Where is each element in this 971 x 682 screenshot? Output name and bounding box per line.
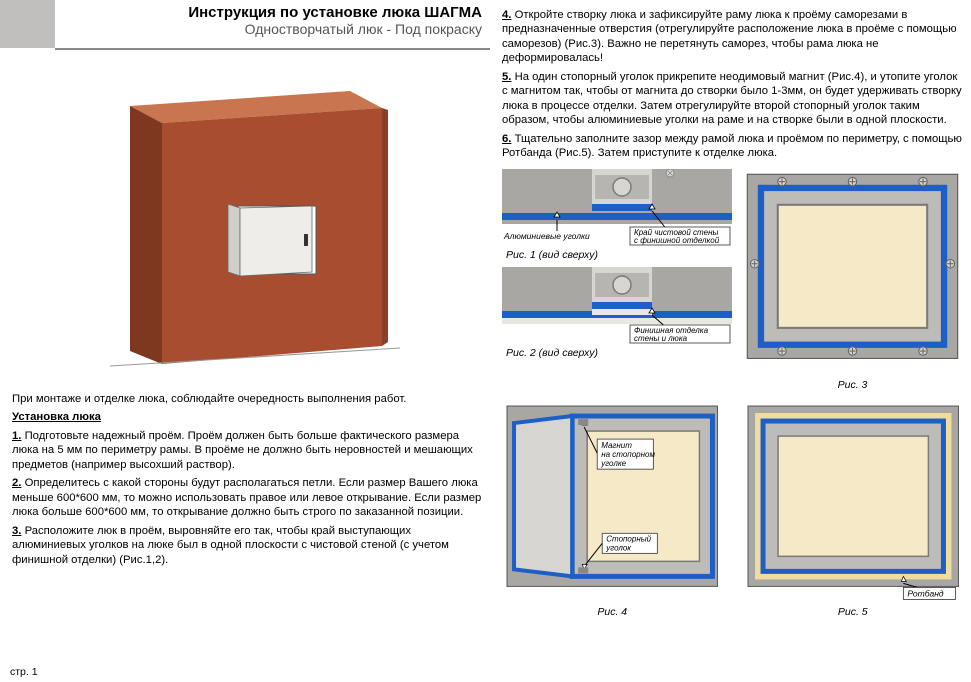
document-header: Инструкция по установке люка ШАГМА Однос… [0,0,490,48]
intro-text: При монтаже и отделке люка, соблюдайте о… [12,392,482,406]
svg-text:стены и люка: стены и люка [634,334,688,343]
header-title: Инструкция по установке люка ШАГМА [55,4,482,21]
svg-text:Ротбанд: Ротбанд [907,588,944,598]
svg-text:Магнит: Магнит [601,441,632,450]
svg-text:с финишной отделкой: с финишной отделкой [634,236,720,245]
header-gray-box [0,0,55,48]
header-divider [55,48,490,50]
step-3: 3. Расположите люк в проём, выровняйте е… [12,524,482,567]
step-6: 6. Тщательно заполните зазор между рамой… [502,132,963,161]
figure-1: Алюминиевые уголки Край чистовой стены с… [502,169,732,247]
figure-2: Финишная отделка стены и люка [502,267,732,345]
step-4: 4. Откройте створку люка и зафиксируйте … [502,8,963,66]
figure-4-caption: Рис. 4 [502,606,723,618]
left-body-text: При монтаже и отделке люка, соблюдайте о… [0,392,490,567]
figure-main [70,66,420,386]
step-2: 2. Определитесь с какой стороны будут ра… [12,476,482,519]
header-subtitle: Одностворчатый люк - Под покраску [55,21,482,37]
step-1: 1. Подготовьте надежный проём. Проём дол… [12,429,482,472]
figure-5-caption: Рис. 5 [743,606,964,618]
figure-4: Магнит на стопорном уголке Стопорный уго… [502,401,723,618]
page-number: стр. 1 [10,666,38,678]
figure-3: Рис. 3 [732,169,963,391]
svg-text:уголок: уголок [605,543,632,552]
step-5: 5. На один стопорный уголок прикрепите н… [502,70,963,128]
figure-2-caption: Рис. 2 (вид сверху) [506,347,732,359]
section-title: Установка люка [12,410,482,424]
svg-text:Алюминиевые уголки: Алюминиевые уголки [503,231,590,241]
figure-3-caption: Рис. 3 [742,379,963,391]
figure-5: Ротбанд Рис. 5 [743,401,964,618]
svg-text:на стопорном: на стопорном [601,450,655,459]
figure-1-caption: Рис. 1 (вид сверху) [506,249,732,261]
svg-text:Стопорный: Стопорный [606,534,651,543]
right-column: 4. Откройте створку люка и зафиксируйте … [490,0,971,682]
svg-text:уголке: уголке [600,459,626,468]
left-column: Инструкция по установке люка ШАГМА Однос… [0,0,490,682]
right-body-text: 4. Откройте створку люка и зафиксируйте … [502,8,963,161]
